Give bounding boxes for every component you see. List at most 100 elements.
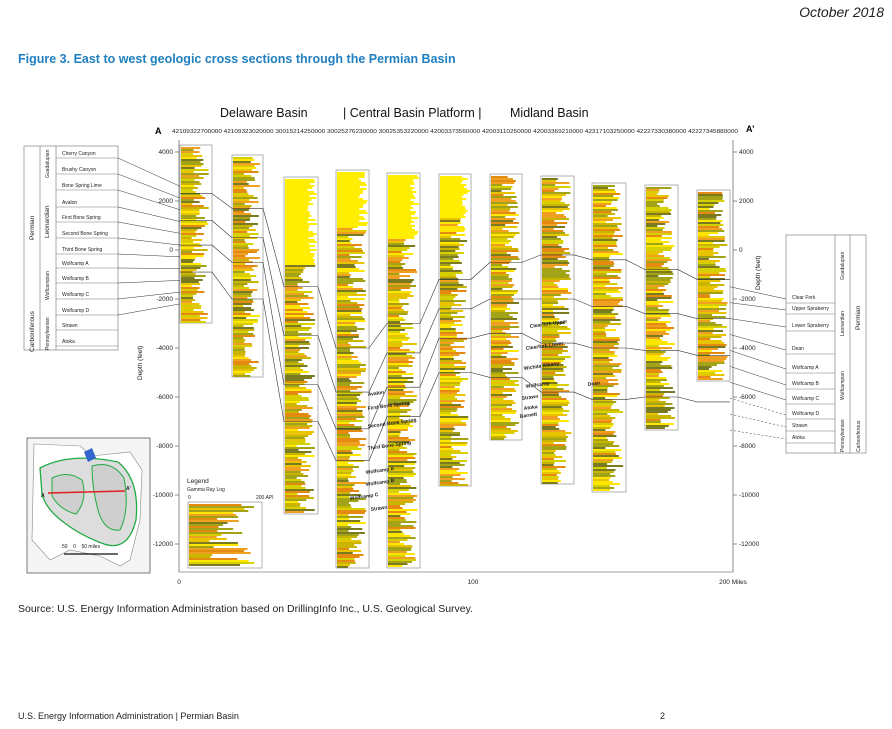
log-trace bbox=[491, 354, 502, 356]
log-trace bbox=[698, 316, 726, 318]
log-trace bbox=[593, 435, 617, 437]
log-trace bbox=[285, 497, 314, 499]
log-trace bbox=[491, 262, 510, 264]
log-trace bbox=[337, 302, 358, 304]
depth-tick-label-left: -6000 bbox=[156, 394, 173, 401]
log-trace bbox=[285, 277, 302, 279]
right-series-leonardian: Leonardian bbox=[840, 311, 846, 336]
log-trace bbox=[593, 303, 619, 305]
inline-formation-label: Wichita Albany bbox=[523, 361, 559, 372]
log-trace bbox=[233, 233, 259, 235]
log-trace bbox=[646, 317, 661, 319]
log-trace bbox=[337, 278, 364, 280]
legend-log-trace bbox=[189, 504, 242, 506]
log-trace bbox=[337, 232, 366, 234]
log-trace bbox=[285, 325, 302, 327]
legend-log-trace bbox=[189, 510, 249, 512]
log-trace bbox=[388, 471, 414, 473]
log-trace bbox=[491, 364, 515, 366]
log-trace bbox=[491, 394, 513, 396]
log-trace bbox=[542, 418, 560, 420]
log-trace bbox=[337, 242, 352, 244]
log-trace bbox=[233, 375, 251, 377]
log-trace bbox=[491, 238, 508, 240]
log-trace bbox=[440, 416, 469, 418]
log-trace bbox=[491, 344, 509, 346]
log-trace bbox=[181, 203, 193, 205]
log-trace bbox=[233, 247, 249, 249]
log-trace bbox=[181, 295, 193, 297]
log-trace bbox=[593, 389, 608, 391]
log-trace bbox=[593, 191, 617, 193]
distance-tick-200: 200 Miles bbox=[719, 579, 748, 586]
log-trace bbox=[440, 442, 468, 444]
log-trace bbox=[181, 301, 193, 303]
inline-formation-label: Strawn bbox=[521, 394, 538, 402]
log-trace bbox=[491, 360, 512, 362]
log-trace bbox=[646, 311, 669, 313]
log-trace bbox=[337, 204, 364, 206]
log-trace bbox=[337, 234, 364, 236]
log-trace bbox=[593, 361, 610, 363]
log-trace bbox=[181, 317, 208, 319]
correlation-line bbox=[180, 193, 730, 349]
log-trace bbox=[698, 274, 726, 276]
log-trace bbox=[542, 444, 566, 446]
log-trace bbox=[542, 402, 570, 404]
log-trace bbox=[285, 279, 303, 281]
log-trace bbox=[593, 345, 615, 347]
log-trace bbox=[491, 216, 506, 218]
log-trace bbox=[337, 348, 350, 350]
log-trace bbox=[542, 472, 561, 474]
log-trace bbox=[233, 357, 249, 359]
log-trace bbox=[491, 264, 502, 266]
log-trace bbox=[233, 349, 245, 351]
log-trace bbox=[593, 333, 607, 335]
log-trace bbox=[388, 547, 412, 549]
log-trace bbox=[388, 237, 415, 239]
log-trace bbox=[698, 222, 721, 224]
log-trace bbox=[233, 311, 245, 313]
log-trace bbox=[646, 349, 661, 351]
log-trace bbox=[440, 362, 467, 364]
log-trace bbox=[285, 491, 310, 493]
log-trace bbox=[491, 302, 520, 304]
log-trace bbox=[646, 191, 659, 193]
log-trace bbox=[542, 190, 555, 192]
log-trace bbox=[285, 487, 306, 489]
log-trace bbox=[491, 372, 519, 374]
log-trace bbox=[337, 222, 368, 224]
left-formation-label: Strawn bbox=[62, 323, 78, 329]
log-trace bbox=[337, 532, 365, 534]
log-trace bbox=[440, 304, 462, 306]
log-trace bbox=[440, 354, 460, 356]
left-formation-label: Bone Spring Lime bbox=[62, 183, 102, 189]
legend-log-trace bbox=[189, 530, 218, 532]
log-trace bbox=[440, 396, 455, 398]
log-trace bbox=[491, 256, 519, 258]
log-trace bbox=[337, 220, 360, 222]
log-trace bbox=[542, 316, 555, 318]
log-trace bbox=[388, 409, 412, 411]
log-trace bbox=[181, 269, 197, 271]
log-trace bbox=[337, 318, 365, 320]
log-trace bbox=[233, 287, 250, 289]
log-trace bbox=[542, 354, 559, 356]
legend-log-trace bbox=[189, 522, 228, 524]
log-trace bbox=[388, 511, 407, 513]
log-trace bbox=[542, 286, 559, 288]
log-trace bbox=[593, 253, 623, 255]
inline-formation-label: Clearfork Lower bbox=[525, 341, 564, 352]
log-trace bbox=[285, 261, 314, 263]
log-trace bbox=[285, 331, 299, 333]
log-trace bbox=[337, 422, 350, 424]
log-trace bbox=[337, 562, 356, 564]
log-trace bbox=[337, 366, 360, 368]
log-trace bbox=[285, 259, 315, 261]
log-trace bbox=[698, 360, 725, 362]
log-trace bbox=[233, 367, 257, 369]
log-trace bbox=[542, 398, 567, 400]
log-trace bbox=[337, 356, 358, 358]
log-trace bbox=[285, 235, 314, 237]
log-trace bbox=[337, 260, 358, 262]
